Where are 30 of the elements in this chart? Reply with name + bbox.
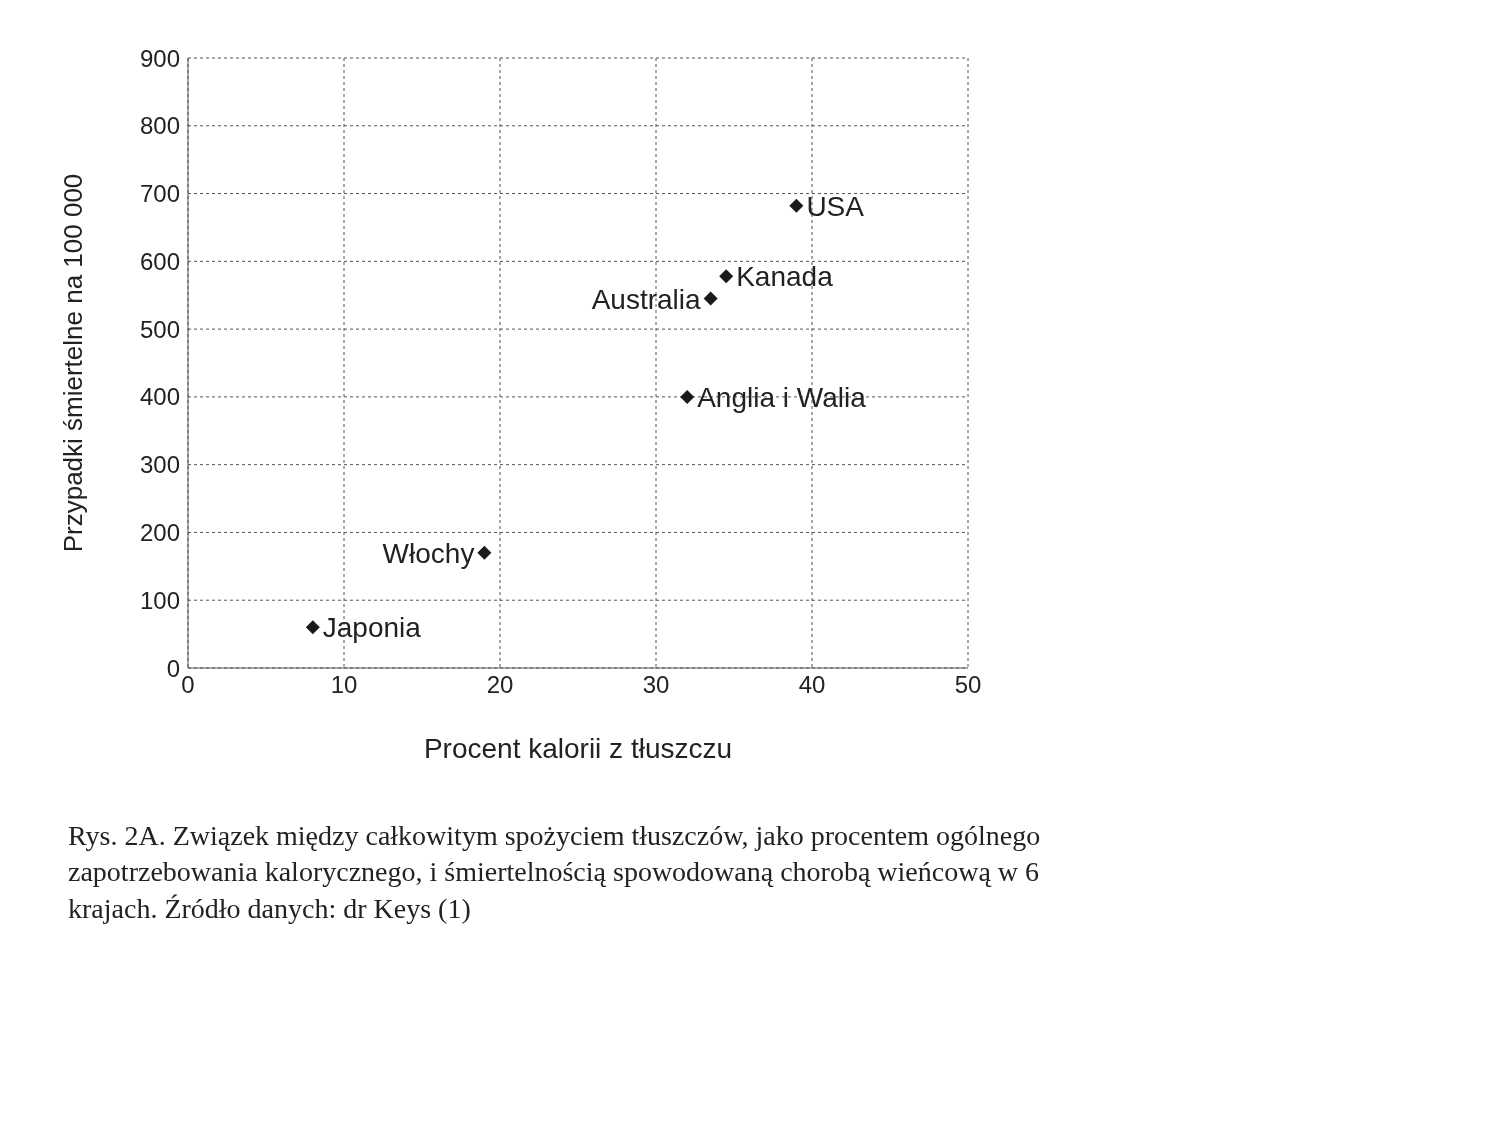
annotation: Włochy	[382, 537, 475, 569]
point	[680, 389, 695, 404]
y-tick-label: 600	[139, 247, 180, 275]
point	[703, 291, 718, 306]
annotation: USA	[806, 190, 865, 222]
x-tick-label: 30	[642, 671, 670, 699]
annotation: Japonia	[322, 612, 422, 644]
x-tick-label: 40	[798, 671, 826, 699]
x-tick-label: 50	[954, 671, 982, 699]
y-tick-label: 800	[139, 112, 180, 140]
point	[719, 269, 734, 284]
y-tick-label: 100	[139, 586, 180, 614]
x-tick-label: 10	[330, 671, 358, 699]
point	[305, 620, 320, 635]
annotation: Anglia i Walia	[697, 381, 867, 413]
y-tick-label: 400	[139, 383, 180, 411]
annotation: Kanada	[736, 261, 834, 293]
point	[477, 545, 492, 560]
y-tick-label: 300	[139, 451, 180, 479]
text: Rys. 2A. Związek między całkowitym spożyciem tłuszczów, jako procentem ogólnego zapotrzebowania kalorycznego, i śmiertelnością spowodowaną chorobą wieńcową w 6 krajach. Źródło danych: dr Keys (1)	[68, 819, 1042, 926]
y-axis-title: Przypadki śmiertelne na 100 000	[58, 173, 89, 553]
x-axis-title: Procent kalorii z tłuszczu	[423, 733, 733, 764]
y-tick-label: 900	[139, 44, 180, 72]
y-tick-label: 200	[139, 518, 180, 546]
y-tick-label: 500	[139, 315, 180, 343]
annotation: Australia	[591, 283, 702, 315]
x-tick-label: 20	[486, 671, 514, 699]
y-tick-label: 0	[166, 654, 180, 682]
y-tick-label: 700	[139, 180, 180, 208]
point	[789, 198, 804, 213]
